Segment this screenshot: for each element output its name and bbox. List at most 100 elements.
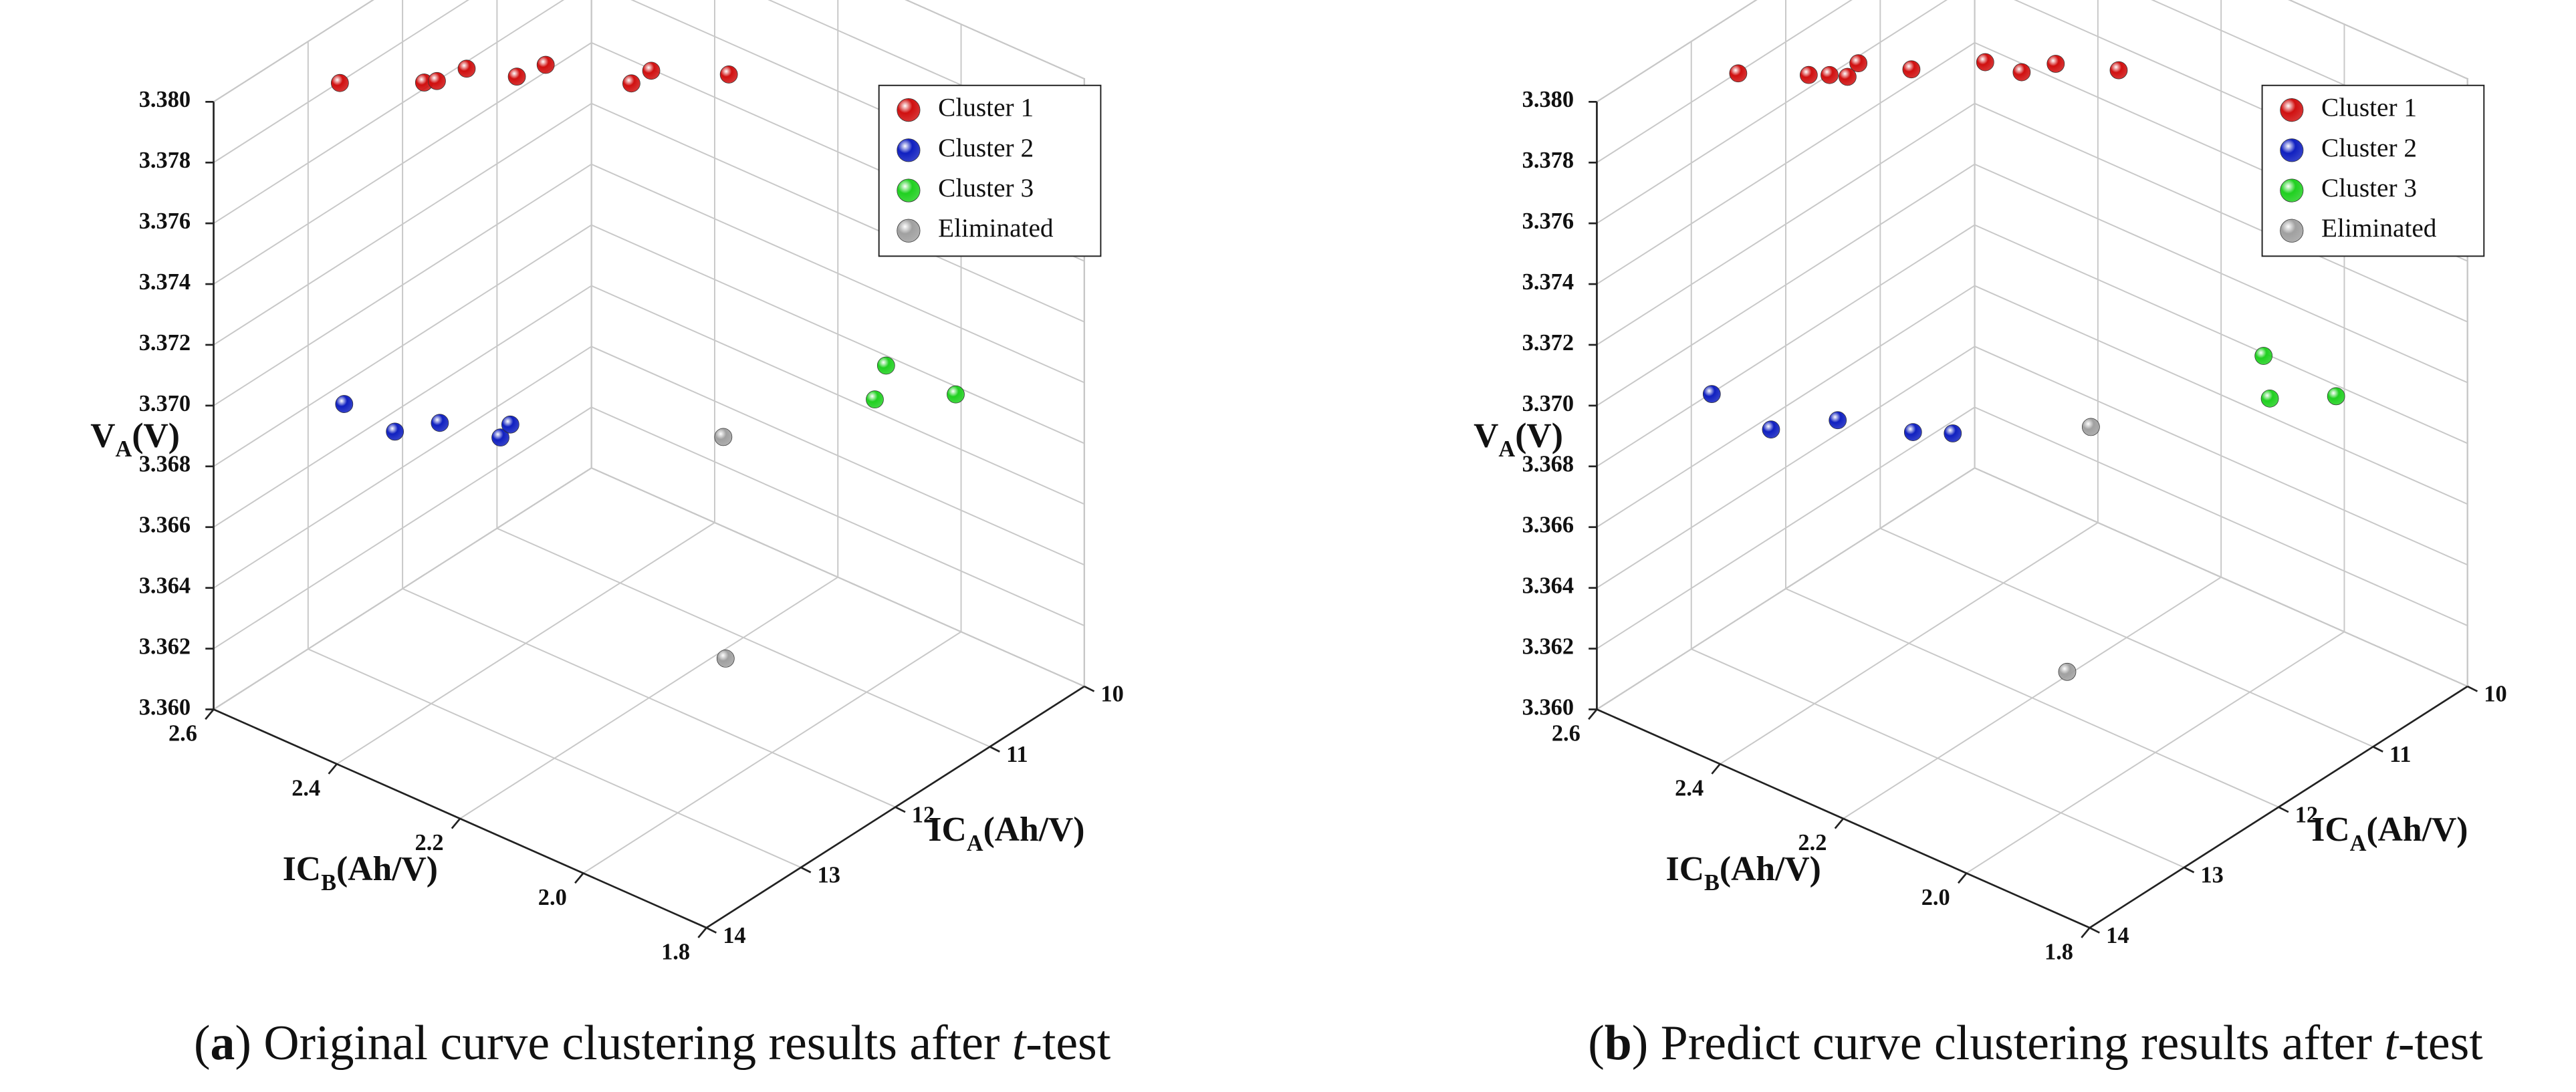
data-point	[431, 414, 449, 432]
y-tick-label: 2.0	[1921, 885, 1950, 910]
axis-line	[705, 685, 1085, 929]
z-tick-label: 3.368	[139, 452, 191, 477]
z-axis-label-main: V	[1474, 416, 1498, 454]
y-tick-label: 2.0	[538, 885, 567, 910]
z-tick-label: 3.372	[139, 330, 191, 356]
z-axis-label-main: V	[90, 416, 115, 454]
x-axis-label-unit: (Ah/V)	[983, 811, 1085, 849]
x-tick-label: 14	[2106, 923, 2129, 948]
caption-part: (	[194, 1015, 211, 1070]
legend-marker	[2280, 178, 2304, 202]
tick-mark	[1957, 872, 1968, 884]
data-point	[330, 74, 349, 92]
caption-part: ) Predict curve clustering results after	[1632, 1015, 2385, 1070]
z-axis-label: VA(V)	[90, 416, 180, 462]
data-point	[428, 72, 446, 90]
x-tick-label: 10	[1100, 682, 1123, 707]
tick-mark	[989, 746, 1000, 753]
z-tick-label: 3.364	[139, 573, 191, 599]
tick-mark	[574, 872, 584, 884]
z-axis-label-sub: A	[116, 436, 132, 462]
y-tick-label: 2.4	[1675, 775, 1704, 801]
data-point	[457, 59, 476, 78]
legend-label: Cluster 2	[938, 133, 1034, 162]
y-axis-label: ICB(Ah/V)	[283, 850, 438, 896]
z-tick-label: 3.372	[1522, 330, 1574, 356]
data-point	[1799, 65, 1818, 84]
z-tick-label: 3.380	[1522, 87, 1574, 112]
tick-mark	[2081, 927, 2091, 938]
data-point	[622, 74, 640, 93]
tick-mark	[1084, 685, 1095, 692]
tick-mark	[2278, 806, 2289, 813]
grid-line	[336, 522, 715, 765]
data-point	[1829, 411, 1847, 430]
x-axis-label-sub: A	[967, 831, 983, 856]
z-tick-label: 3.378	[1522, 148, 1574, 173]
z-tick-label: 3.360	[139, 694, 191, 720]
caption: (b) Predict curve clustering results aft…	[1588, 1015, 2483, 1070]
y-tick-label: 2.6	[168, 721, 197, 746]
tick-mark	[1711, 763, 1721, 775]
grid-line	[1966, 631, 2345, 874]
data-point	[714, 428, 733, 446]
y-axis-label-main: IC	[1666, 850, 1704, 888]
y-tick-label: 2.6	[1552, 721, 1580, 746]
legend-label: Cluster 3	[2321, 173, 2417, 202]
grid-line	[1720, 522, 2099, 765]
legend-label: Cluster 2	[2321, 133, 2417, 162]
data-point	[1729, 64, 1748, 83]
data-point	[335, 395, 354, 413]
y-tick-label: 2.4	[291, 775, 320, 801]
z-tick-label: 3.364	[1522, 573, 1574, 599]
data-point	[1944, 424, 1962, 442]
grid-line	[905, 0, 1085, 80]
data-point	[2081, 418, 2100, 436]
grid-line	[213, 0, 374, 103]
z-tick-label: 3.362	[139, 634, 191, 659]
z-tick-label: 3.376	[139, 209, 191, 234]
tick-mark	[1588, 708, 1598, 720]
data-point	[491, 428, 509, 447]
data-point	[1762, 420, 1780, 439]
y-axis-label-sub: B	[321, 870, 336, 896]
data-point	[2012, 63, 2031, 82]
z-tick-label: 3.368	[1522, 452, 1574, 477]
y-tick-label: 2.2	[1798, 830, 1827, 855]
y-axis-label: ICB(Ah/V)	[1666, 850, 1821, 896]
caption-part: -test	[2398, 1015, 2483, 1070]
y-tick-label: 1.8	[2044, 939, 2073, 964]
z-tick-label: 3.362	[1522, 634, 1574, 659]
data-point	[716, 650, 735, 668]
x-tick-label: 11	[2389, 742, 2411, 767]
data-point	[501, 415, 519, 434]
legend-label: Cluster 3	[938, 173, 1034, 202]
y-axis-label-sub: B	[1704, 870, 1720, 896]
data-point	[2327, 387, 2345, 406]
data-point	[2260, 389, 2279, 408]
z-tick-label: 3.366	[1522, 513, 1574, 538]
caption-part: a	[211, 1015, 235, 1070]
data-point	[866, 390, 884, 409]
data-point	[2254, 347, 2273, 365]
z-tick-label: 3.370	[139, 391, 191, 416]
y-axis-label-main: IC	[283, 850, 321, 888]
caption-part: ) Original curve clustering results afte…	[235, 1015, 1012, 1070]
tick-mark	[2467, 685, 2478, 692]
z-axis-label-unit: (V)	[1515, 416, 1563, 454]
x-tick-label: 10	[2484, 682, 2506, 707]
legend-marker	[897, 138, 921, 162]
axis-line	[2089, 685, 2468, 929]
data-point	[507, 67, 526, 86]
x-tick-label: 13	[2200, 863, 2223, 888]
legend-label: Cluster 1	[2321, 93, 2417, 122]
legend-marker	[897, 178, 921, 202]
x-axis-label-main: IC	[928, 811, 966, 849]
data-point	[1839, 67, 1857, 86]
data-point	[1903, 423, 1922, 441]
legend-marker	[2280, 138, 2304, 162]
caption-part: t	[2384, 1015, 2399, 1070]
data-point	[1902, 60, 1921, 79]
grid-line	[213, 467, 592, 710]
